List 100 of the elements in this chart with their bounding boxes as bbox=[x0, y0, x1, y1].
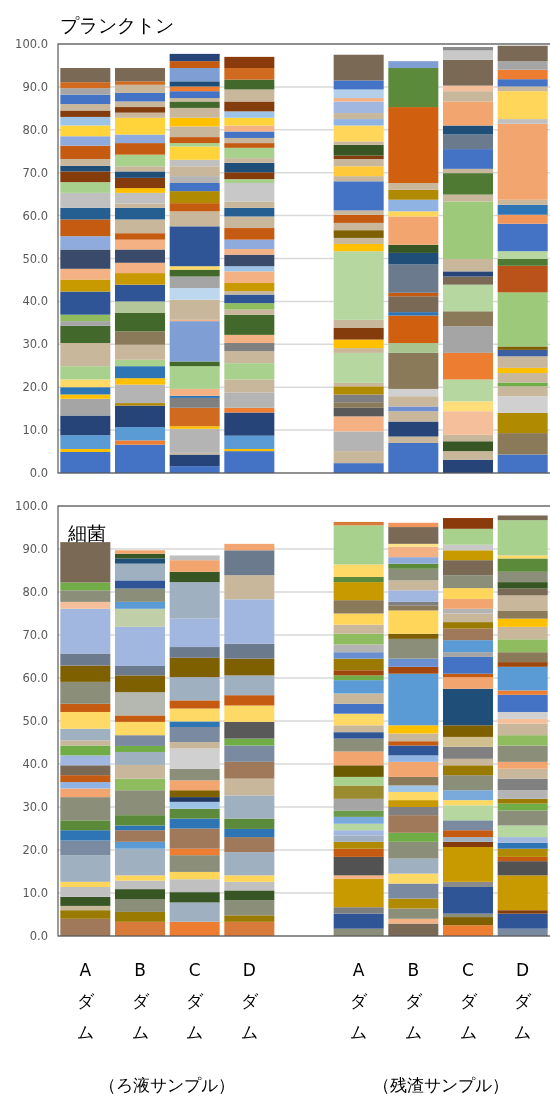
bar bbox=[497, 382, 548, 387]
bar bbox=[333, 652, 384, 659]
x-tick-label: Dダム bbox=[240, 960, 259, 1042]
bar bbox=[60, 435, 111, 449]
bar bbox=[60, 249, 111, 269]
bar bbox=[497, 396, 548, 413]
bar bbox=[388, 442, 439, 473]
bar bbox=[114, 249, 166, 263]
bar bbox=[224, 875, 275, 882]
bar bbox=[388, 858, 439, 874]
bar bbox=[497, 618, 548, 627]
bar bbox=[114, 848, 166, 876]
bar bbox=[333, 564, 384, 577]
bar bbox=[442, 173, 494, 195]
bar bbox=[442, 925, 494, 936]
bar bbox=[60, 703, 111, 712]
bar bbox=[333, 841, 384, 849]
bar bbox=[114, 101, 166, 108]
y-tick-label: 90.0 bbox=[22, 542, 48, 556]
x-tick-label: Cダム bbox=[186, 960, 205, 1042]
bar bbox=[333, 113, 384, 120]
bar bbox=[224, 56, 275, 69]
text: （ろ液サンプル） bbox=[99, 1075, 236, 1095]
bar bbox=[442, 311, 494, 327]
bar bbox=[169, 143, 220, 147]
y-tick-label: 10.0 bbox=[22, 886, 48, 900]
bar bbox=[114, 911, 166, 922]
y-tick-label: 80.0 bbox=[22, 122, 48, 137]
bar bbox=[224, 721, 275, 739]
bar bbox=[60, 314, 111, 322]
bar bbox=[497, 292, 548, 347]
text: 細菌 bbox=[67, 522, 106, 544]
bar bbox=[333, 166, 384, 177]
y-tick-label: 0.0 bbox=[29, 929, 48, 943]
bar bbox=[224, 412, 275, 436]
bar bbox=[60, 830, 111, 841]
bar bbox=[333, 703, 384, 714]
bar bbox=[442, 201, 494, 259]
bar bbox=[442, 134, 494, 150]
bar bbox=[333, 798, 384, 811]
bar bbox=[497, 520, 548, 556]
bar bbox=[333, 856, 384, 876]
y-tick-label: 50.0 bbox=[22, 714, 48, 728]
bar bbox=[497, 86, 548, 92]
bar bbox=[114, 207, 166, 220]
bar bbox=[333, 176, 384, 182]
bar bbox=[497, 214, 548, 224]
bar bbox=[60, 855, 111, 882]
bar bbox=[388, 557, 439, 564]
bar bbox=[224, 435, 275, 449]
bar bbox=[497, 373, 548, 383]
bar bbox=[114, 366, 166, 379]
y-tick-label: 60.0 bbox=[22, 671, 48, 685]
bar bbox=[497, 555, 548, 559]
bar bbox=[224, 828, 275, 838]
bar bbox=[442, 451, 494, 460]
bar bbox=[497, 848, 548, 857]
bar bbox=[333, 119, 384, 126]
bar bbox=[497, 265, 548, 293]
bar bbox=[388, 264, 439, 293]
bar bbox=[333, 785, 384, 799]
x-tick-label: Dダム bbox=[514, 960, 533, 1042]
bar bbox=[60, 104, 111, 111]
bar bbox=[333, 463, 384, 473]
y-tick-label: 0.0 bbox=[29, 466, 48, 480]
bar bbox=[169, 647, 220, 658]
y-tick-label: 10.0 bbox=[22, 423, 48, 438]
bar bbox=[224, 392, 275, 408]
bar bbox=[224, 351, 275, 364]
text: （残渣サンプル） bbox=[372, 1075, 509, 1095]
y-tick-label: 20.0 bbox=[22, 380, 48, 395]
bar bbox=[497, 251, 548, 259]
bar bbox=[114, 154, 166, 167]
bar bbox=[442, 656, 494, 674]
bar bbox=[224, 852, 275, 876]
bar bbox=[497, 349, 548, 357]
bar bbox=[442, 518, 494, 529]
bar bbox=[333, 451, 384, 464]
bar bbox=[224, 818, 275, 829]
bar bbox=[333, 680, 384, 694]
bar bbox=[333, 80, 384, 90]
y-tick-label: 30.0 bbox=[22, 337, 48, 352]
bar bbox=[497, 258, 548, 266]
y-tick-label: 100.0 bbox=[15, 37, 48, 51]
y-tick-label: 70.0 bbox=[22, 628, 48, 642]
bar bbox=[114, 219, 166, 234]
bar bbox=[333, 765, 384, 777]
bar bbox=[224, 131, 275, 138]
bar bbox=[114, 239, 166, 250]
bar bbox=[333, 394, 384, 403]
bar bbox=[60, 207, 111, 220]
bar bbox=[497, 666, 548, 691]
bar bbox=[114, 92, 166, 102]
bar bbox=[114, 427, 166, 441]
bar bbox=[60, 601, 111, 609]
bar bbox=[114, 284, 166, 302]
bar bbox=[60, 415, 111, 436]
bar bbox=[224, 550, 275, 576]
x-tick-label: Bダム bbox=[131, 960, 150, 1042]
bar bbox=[388, 908, 439, 919]
